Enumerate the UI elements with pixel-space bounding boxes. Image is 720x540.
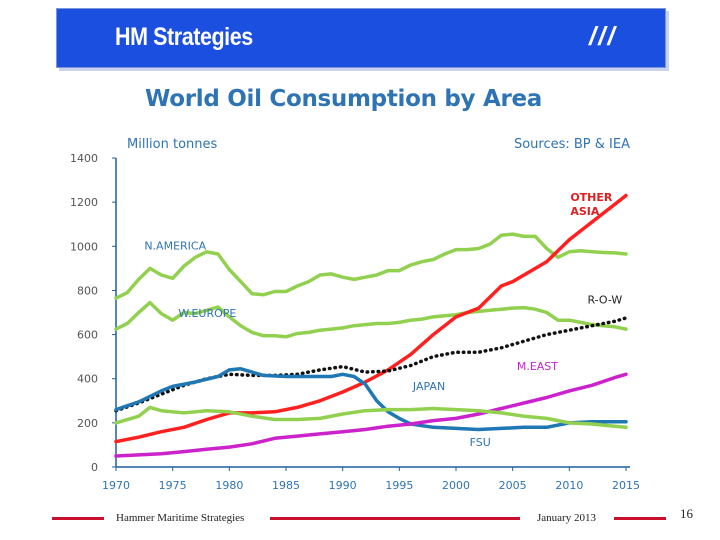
x-tick-label: 2015	[612, 479, 640, 492]
y-tick-label: 400	[77, 373, 98, 386]
series-line-n-america	[114, 232, 628, 300]
x-tick-label: 1970	[102, 479, 130, 492]
series-line-m-east	[114, 372, 628, 458]
series-label-other-asia-line1: OTHER	[570, 191, 613, 204]
x-tick-label: 2010	[555, 479, 583, 492]
x-tick-label: 1985	[272, 479, 300, 492]
series-label-m-east: M.EAST	[517, 360, 558, 373]
y-tick-label: 1000	[70, 240, 98, 253]
slash-logo: ///	[589, 21, 617, 51]
y-tick-label: 1400	[70, 152, 98, 165]
series-label-w-europe: W.EUROPE	[178, 307, 236, 320]
x-tick-label: 1980	[215, 479, 243, 492]
header-banner: HM Strategies ///	[56, 8, 666, 68]
series-label-n-america: N.AMERICA	[144, 240, 206, 253]
footer-date: January 2013	[537, 512, 596, 524]
page-number: 16	[680, 506, 693, 521]
footer-company: Hammer Maritime Strategies	[116, 512, 245, 524]
y-tick-label: 200	[77, 417, 98, 430]
series-label-r-o-w: R-O-W	[587, 294, 622, 307]
presentation-title: HM Strategies	[115, 23, 253, 51]
series-line-japan	[114, 367, 628, 432]
series-label-other-asia-line2: ASIA	[570, 205, 600, 218]
x-tick-label: 1975	[159, 479, 187, 492]
y-tick-label: 0	[91, 461, 98, 474]
footer-line-middle	[270, 517, 520, 520]
y-tick-label: 1200	[70, 196, 98, 209]
chart-title: World Oil Consumption by Area	[145, 86, 543, 112]
series-line-w-europe	[114, 300, 628, 339]
x-tick-label: 2000	[442, 479, 470, 492]
series-label-fsu: FSU	[470, 436, 491, 449]
footer-line-right	[614, 517, 666, 520]
x-tick-label: 1995	[385, 479, 413, 492]
series-line-fsu	[114, 405, 628, 430]
x-tick-label: 1990	[329, 479, 357, 492]
y-axis-label: Million tonnes	[127, 137, 218, 152]
y-tick-label: 600	[77, 329, 98, 342]
y-tick-label: 800	[77, 284, 98, 297]
footer-line-left	[52, 517, 104, 520]
x-tick-label: 2005	[499, 479, 527, 492]
series-label-japan: JAPAN	[412, 380, 445, 393]
oil-consumption-chart: 0 200 400 600 800 1000 1200 1400 1970 1975 1980 198…	[70, 137, 640, 492]
source-note: Sources: BP & IEA	[514, 137, 630, 152]
